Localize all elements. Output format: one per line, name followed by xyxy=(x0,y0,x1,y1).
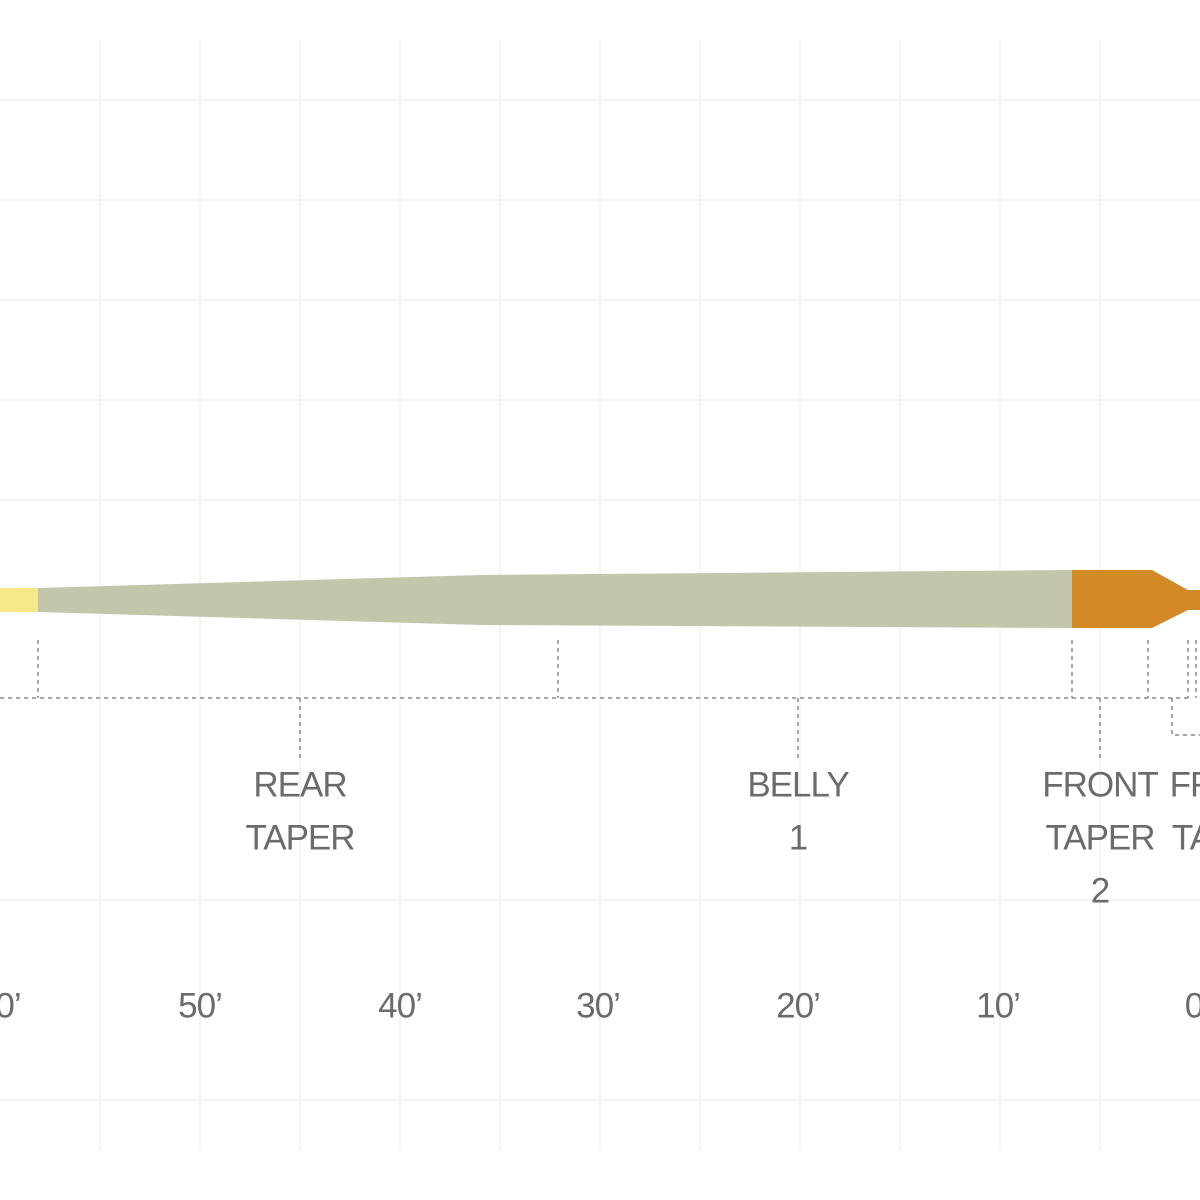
segment-label: BELLY xyxy=(747,765,849,804)
line-body xyxy=(38,570,1074,628)
distance-label: 0’ xyxy=(0,986,21,1025)
running-line xyxy=(0,588,40,612)
segment-label: FR xyxy=(1170,765,1200,804)
segment-label: TAPER xyxy=(245,818,354,857)
grid xyxy=(0,40,1200,1150)
segment-label: FRONT xyxy=(1042,765,1158,804)
segment-label: REAR xyxy=(253,765,346,804)
segment-label: 2 xyxy=(1091,871,1109,910)
dimension-lines xyxy=(0,640,1200,760)
segment-label: TA xyxy=(1172,818,1200,857)
segment-label: TAPER xyxy=(1045,818,1154,857)
distance-label: 50’ xyxy=(178,986,222,1025)
distance-label: 10’ xyxy=(976,986,1020,1025)
line-tip xyxy=(1072,570,1200,628)
distance-label: 40’ xyxy=(378,986,422,1025)
fly-line xyxy=(0,570,1200,628)
distance-label: 30’ xyxy=(576,986,620,1025)
segment-label: 1 xyxy=(789,818,807,857)
distance-label: 0 xyxy=(1185,986,1200,1025)
distance-label: 20’ xyxy=(776,986,820,1025)
